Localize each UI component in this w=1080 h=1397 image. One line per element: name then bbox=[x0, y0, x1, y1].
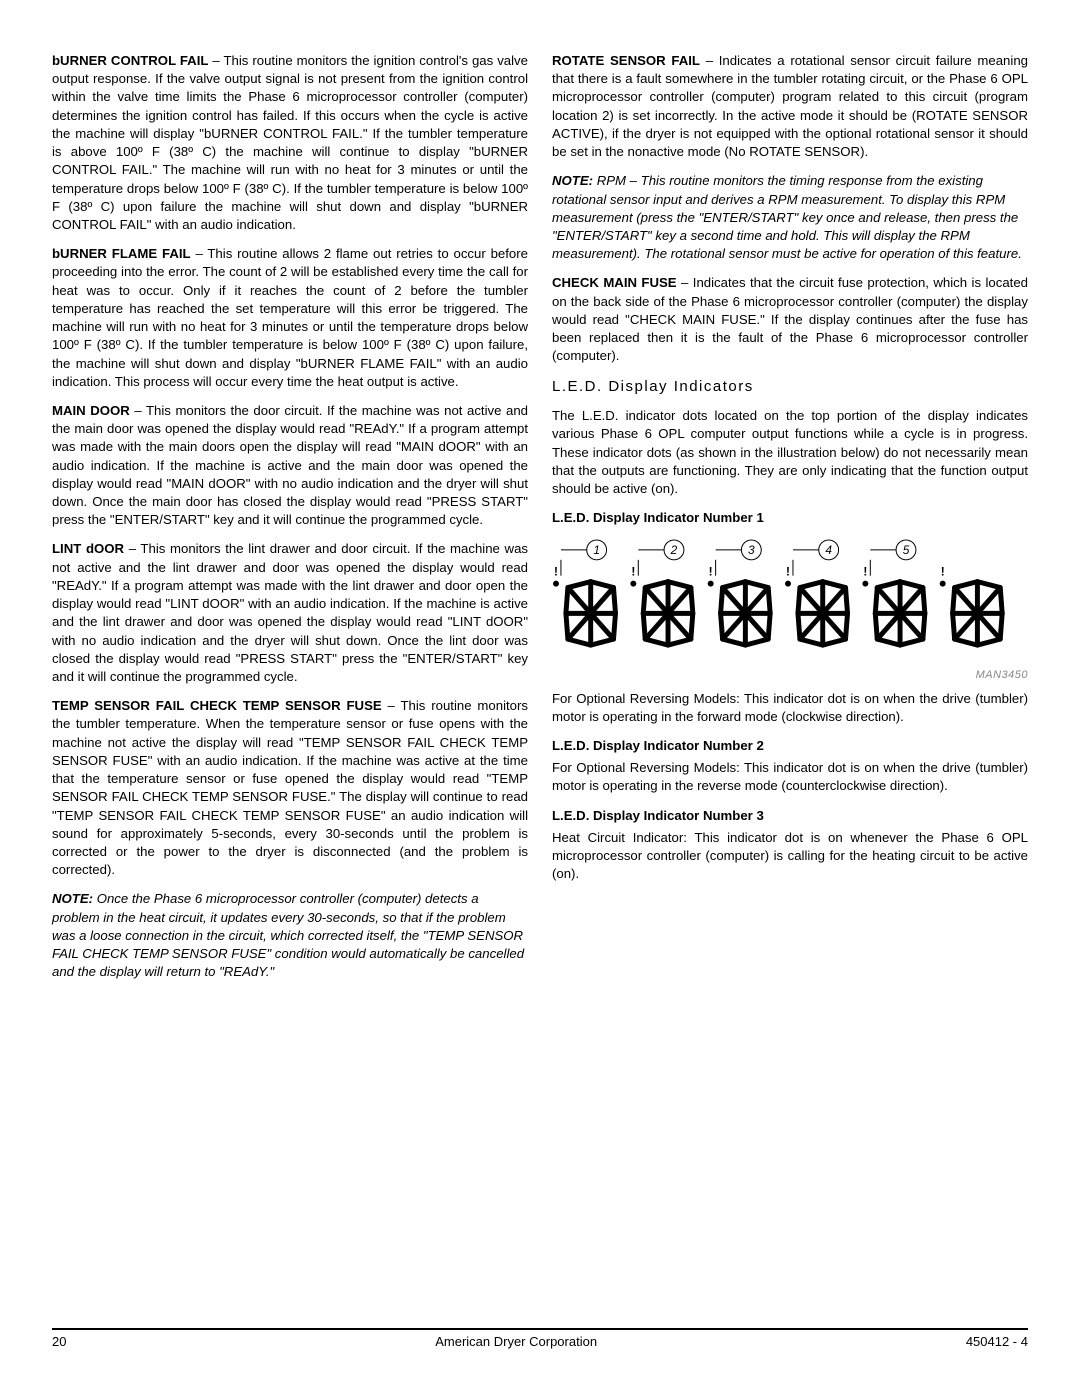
body: – Indicates a rotational sensor circuit … bbox=[552, 53, 1028, 159]
lead: NOTE: bbox=[52, 891, 93, 906]
svg-text:1: 1 bbox=[593, 542, 600, 556]
svg-text:!: ! bbox=[786, 564, 790, 578]
svg-text:!: ! bbox=[631, 564, 635, 578]
para-lint-door: LINT dOOR – This monitors the lint drawe… bbox=[52, 540, 528, 686]
heading-led-display: L.E.D. Display Indicators bbox=[552, 377, 1028, 398]
page-number: 20 bbox=[52, 1334, 66, 1349]
page-footer: 20 American Dryer Corporation 450412 - 4 bbox=[52, 1328, 1028, 1349]
lead: bURNER CONTROL FAIL bbox=[52, 53, 208, 68]
led-svg: !!!!!! 1 2 3 4 5 bbox=[552, 538, 1028, 667]
lead: LINT dOOR bbox=[52, 541, 124, 556]
note-temp-sensor: NOTE: Once the Phase 6 microprocessor co… bbox=[52, 890, 528, 981]
svg-text:3: 3 bbox=[748, 542, 755, 556]
body: Once the Phase 6 microprocessor controll… bbox=[52, 891, 524, 979]
svg-text:!: ! bbox=[863, 564, 867, 578]
svg-text:5: 5 bbox=[903, 542, 910, 556]
para-burner-flame-fail: bURNER FLAME FAIL – This routine allows … bbox=[52, 245, 528, 391]
para-led-1: For Optional Reversing Models: This indi… bbox=[552, 690, 1028, 726]
svg-text:!: ! bbox=[554, 564, 558, 578]
svg-text:!: ! bbox=[941, 564, 945, 578]
body: – This monitors the door circuit. If the… bbox=[52, 403, 528, 527]
svg-text:4: 4 bbox=[825, 542, 832, 556]
sub-led-2: L.E.D. Display Indicator Number 2 bbox=[552, 737, 1028, 755]
left-column: bURNER CONTROL FAIL – This routine monit… bbox=[52, 52, 528, 1312]
lead: ROTATE SENSOR FAIL bbox=[552, 53, 700, 68]
body: – This routine allows 2 flame out retrie… bbox=[52, 246, 528, 389]
lead: TEMP SENSOR FAIL CHECK TEMP SENSOR FUSE bbox=[52, 698, 382, 713]
para-burner-control-fail: bURNER CONTROL FAIL – This routine monit… bbox=[52, 52, 528, 234]
sub-led-1: L.E.D. Display Indicator Number 1 bbox=[552, 509, 1028, 527]
svg-text:!: ! bbox=[709, 564, 713, 578]
svg-text:2: 2 bbox=[670, 542, 678, 556]
lead: CHECK MAIN FUSE bbox=[552, 275, 677, 290]
para-main-door: MAIN DOOR – This monitors the door circu… bbox=[52, 402, 528, 530]
page-columns: bURNER CONTROL FAIL – This routine monit… bbox=[52, 52, 1028, 1312]
para-led-2: For Optional Reversing Models: This indi… bbox=[552, 759, 1028, 795]
lead: MAIN DOOR bbox=[52, 403, 130, 418]
company-name: American Dryer Corporation bbox=[435, 1334, 597, 1349]
led-display-figure: !!!!!! 1 2 3 4 5 MAN3450 bbox=[552, 538, 1028, 684]
right-column: ROTATE SENSOR FAIL – Indicates a rotatio… bbox=[552, 52, 1028, 1312]
para-temp-sensor-fail: TEMP SENSOR FAIL CHECK TEMP SENSOR FUSE … bbox=[52, 697, 528, 879]
para-rotate-sensor-fail: ROTATE SENSOR FAIL – Indicates a rotatio… bbox=[552, 52, 1028, 161]
body: – This routine monitors the tumbler temp… bbox=[52, 698, 528, 877]
para-led-3: Heat Circuit Indicator: This indicator d… bbox=[552, 829, 1028, 884]
body: – This monitors the lint drawer and door… bbox=[52, 541, 528, 684]
lead: NOTE: bbox=[552, 173, 593, 188]
doc-number: 450412 - 4 bbox=[966, 1334, 1028, 1349]
body: – This routine monitors the ignition con… bbox=[52, 53, 528, 232]
body: RPM – This routine monitors the timing r… bbox=[552, 173, 1022, 261]
lead: bURNER FLAME FAIL bbox=[52, 246, 191, 261]
para-check-main-fuse: CHECK MAIN FUSE – Indicates that the cir… bbox=[552, 274, 1028, 365]
figure-caption: MAN3450 bbox=[552, 668, 1028, 683]
note-rpm: NOTE: RPM – This routine monitors the ti… bbox=[552, 172, 1028, 263]
para-led-intro: The L.E.D. indicator dots located on the… bbox=[552, 407, 1028, 498]
sub-led-3: L.E.D. Display Indicator Number 3 bbox=[552, 807, 1028, 825]
